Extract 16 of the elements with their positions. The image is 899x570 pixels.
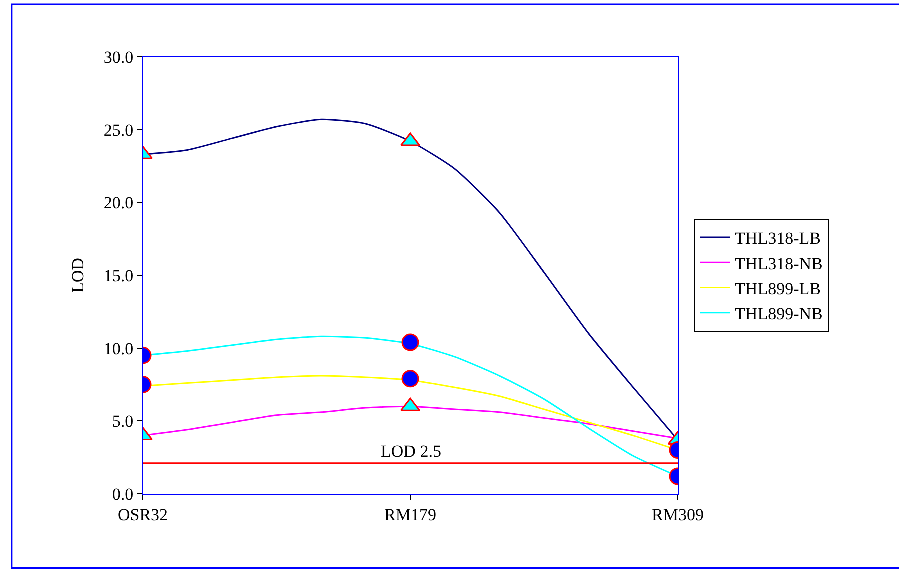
legend-label: THL318-NB — [735, 254, 823, 274]
y-tick-label: 20.0 — [104, 194, 134, 213]
legend-label: THL899-NB — [735, 304, 823, 324]
ref-line-label: LOD 2.5 — [381, 442, 442, 461]
y-axis-title: LOD — [68, 258, 88, 293]
y-tick-label: 0.0 — [112, 484, 134, 504]
x-tick-label: OSR32 — [118, 505, 168, 524]
y-tick-label: 25.0 — [104, 120, 134, 140]
y-tick-label: 10.0 — [104, 339, 134, 358]
legend-label: THL899-LB — [735, 279, 821, 298]
y-tick-label: 5.0 — [112, 412, 134, 432]
x-tick-label: RM179 — [384, 505, 436, 524]
y-tick-label: 30.0 — [104, 48, 134, 67]
y-tick-label: 15.0 — [104, 266, 134, 286]
legend-label: THL318-LB — [735, 229, 821, 248]
x-tick-label: RM309 — [652, 505, 704, 524]
